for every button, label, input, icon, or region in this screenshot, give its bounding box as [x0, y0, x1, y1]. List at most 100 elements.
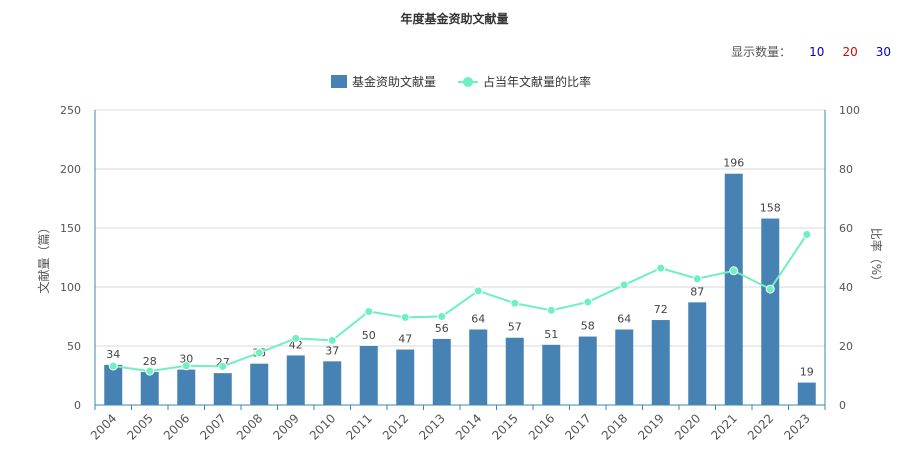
ratio-point [218, 361, 228, 371]
display-count-option-30[interactable]: 30 [875, 44, 891, 59]
ratio-point [765, 284, 775, 294]
x-tick-label: 2017 [562, 411, 593, 442]
bar [724, 173, 743, 405]
ratio-point [729, 266, 739, 276]
bar [578, 336, 597, 405]
x-tick-label: 2009 [270, 411, 301, 442]
bar-data-label: 30 [179, 353, 193, 366]
bar [469, 329, 488, 405]
legend-bar-label: 基金资助文献量 [352, 74, 436, 89]
bar-data-label: 51 [544, 328, 558, 341]
display-count-label: 显示数量： [731, 45, 792, 59]
display-count-option-20[interactable]: 20 [842, 44, 858, 59]
bar-data-label: 58 [581, 320, 595, 333]
x-tick-label: 2012 [380, 411, 411, 442]
x-tick-label: 2010 [307, 411, 338, 442]
bar [688, 302, 707, 405]
y2-tick-label: 40 [839, 281, 853, 294]
bar [651, 320, 670, 405]
bar [140, 371, 159, 405]
bar-data-label: 47 [398, 333, 412, 346]
bar-data-label: 72 [654, 303, 668, 316]
x-tick-label: 2023 [781, 411, 812, 442]
x-tick-label: 2018 [599, 411, 630, 442]
y2-tick-label: 0 [839, 399, 846, 412]
x-tick-label: 2016 [526, 411, 557, 442]
bar [359, 346, 378, 405]
bar [250, 363, 269, 405]
y-tick-label: 200 [60, 163, 81, 176]
bar-data-label: 158 [760, 202, 781, 215]
bar-data-label: 64 [471, 312, 485, 325]
ratio-point [254, 348, 264, 358]
y-tick-label: 50 [67, 340, 81, 353]
y2-tick-label: 20 [839, 340, 853, 353]
x-tick-label: 2005 [124, 411, 155, 442]
ratio-point [583, 297, 593, 307]
x-tick-label: 2015 [489, 411, 520, 442]
legend-line-marker [463, 77, 473, 87]
x-tick-label: 2004 [88, 411, 119, 442]
ratio-point [291, 333, 301, 343]
legend-bar-swatch [331, 75, 347, 88]
ratio-point [802, 229, 812, 239]
ratio-point [327, 335, 337, 345]
bar [761, 218, 780, 405]
x-tick-label: 2014 [453, 411, 484, 442]
x-tick-label: 2011 [343, 411, 374, 442]
bar-data-label: 28 [143, 355, 157, 368]
ratio-point [364, 306, 374, 316]
bar-data-label: 42 [289, 338, 303, 351]
y2-tick-label: 60 [839, 222, 853, 235]
ratio-point [437, 312, 447, 321]
ratio-line [113, 233, 808, 373]
x-tick-label: 2013 [416, 411, 447, 442]
bar [104, 364, 123, 405]
bar-data-label: 19 [800, 366, 814, 379]
bar-data-label: 34 [106, 348, 120, 361]
bar [213, 373, 232, 405]
bar-data-label: 57 [508, 321, 522, 334]
bar-data-label: 50 [362, 329, 376, 342]
bar-data-label: 196 [723, 157, 744, 170]
bar-data-label: 87 [690, 285, 704, 298]
display-count-option-10[interactable]: 10 [809, 44, 825, 59]
bar [396, 349, 415, 405]
bar-data-label: 64 [617, 312, 631, 325]
y-tick-label: 250 [60, 104, 81, 117]
bar [542, 344, 561, 405]
y-tick-label: 100 [60, 281, 81, 294]
x-tick-label: 2019 [635, 411, 666, 442]
y2-axis-title: 比率（%） [869, 228, 884, 287]
x-tick-label: 2008 [234, 411, 265, 442]
legend-line-label: 占当年文献量的比率 [483, 74, 591, 89]
display-count-selector: 显示数量： 10 20 30 [731, 43, 891, 60]
y-axis-title: 文献量（篇） [36, 221, 51, 293]
bar-data-label: 37 [325, 344, 339, 357]
ratio-point [546, 305, 556, 315]
y2-tick-label: 80 [839, 163, 853, 176]
x-tick-label: 2006 [161, 411, 192, 442]
ratio-point [692, 274, 702, 284]
ratio-point [656, 263, 666, 273]
x-tick-label: 2007 [197, 411, 228, 442]
bar [432, 338, 451, 405]
ratio-point [145, 366, 155, 376]
chart-title: 年度基金资助文献量 [400, 12, 509, 26]
y-tick-label: 0 [74, 399, 81, 412]
bar [177, 369, 196, 405]
ratio-point [619, 280, 629, 290]
bar [505, 337, 524, 405]
ratio-point [108, 361, 118, 371]
bar [797, 382, 816, 405]
ratio-point [473, 286, 483, 296]
x-tick-label: 2020 [672, 411, 703, 442]
ratio-point [510, 298, 520, 308]
x-tick-label: 2022 [745, 411, 776, 442]
bar [286, 355, 305, 405]
y2-tick-label: 100 [839, 104, 860, 117]
bar [323, 361, 342, 405]
y-tick-label: 150 [60, 222, 81, 235]
ratio-point [181, 361, 191, 371]
